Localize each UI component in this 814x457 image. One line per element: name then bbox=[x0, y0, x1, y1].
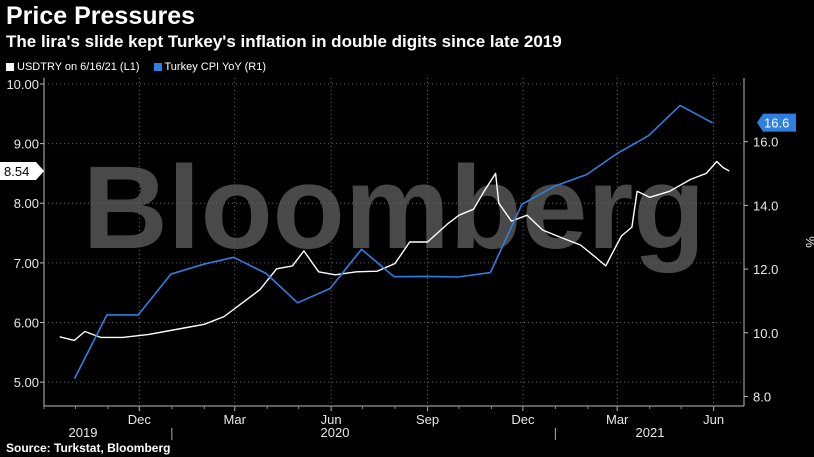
legend-swatch-usdtry bbox=[6, 63, 14, 71]
left-tick-label: 10.00 bbox=[6, 77, 39, 92]
x-tick-label: Mar bbox=[224, 412, 247, 427]
legend-label-cpi: Turkey CPI YoY (R1) bbox=[164, 61, 267, 73]
right-last-value-label: 16.6 bbox=[764, 116, 789, 131]
left-last-value-label: 8.54 bbox=[4, 164, 29, 179]
legend-label-usdtry: USDTRY on 6/16/21 (L1) bbox=[17, 61, 140, 73]
cpi-series-line bbox=[73, 104, 713, 380]
right-last-value-badge bbox=[757, 113, 796, 132]
year-label: 2021 bbox=[636, 425, 665, 440]
right-tick-label: 12.0 bbox=[753, 262, 778, 277]
year-label: 2020 bbox=[321, 425, 350, 440]
x-tick-label: Jun bbox=[703, 412, 724, 427]
x-tick-label: Jun bbox=[321, 412, 342, 427]
left-tick-label: 7.00 bbox=[14, 256, 39, 271]
right-axis-unit: % bbox=[803, 236, 814, 248]
legend-item-usdtry: USDTRY on 6/16/21 (L1) bbox=[6, 61, 140, 73]
x-tick-label: Dec bbox=[511, 412, 535, 427]
source-note: Source: Turkstat, Bloomberg bbox=[6, 441, 171, 455]
chart-subtitle: The lira's slide kept Turkey's inflation… bbox=[6, 32, 562, 51]
left-last-value-badge bbox=[0, 162, 44, 181]
chart-title: Price Pressures bbox=[6, 2, 196, 30]
left-tick-label: 5.00 bbox=[14, 375, 39, 390]
x-tick-label: Dec bbox=[128, 412, 152, 427]
left-tick-label: 9.00 bbox=[14, 137, 39, 152]
right-tick-label: 14.0 bbox=[753, 198, 778, 213]
right-tick-label: 8.0 bbox=[753, 389, 771, 404]
chart-legend: USDTRY on 6/16/21 (L1) Turkey CPI YoY (R… bbox=[6, 61, 266, 73]
left-tick-label: 6.00 bbox=[14, 316, 39, 331]
legend-swatch-cpi bbox=[153, 63, 162, 71]
legend-item-cpi: Turkey CPI YoY (R1) bbox=[153, 61, 267, 73]
year-label: 2019 bbox=[69, 425, 98, 440]
right-tick-label: 10.0 bbox=[753, 326, 778, 341]
x-tick-label: Mar bbox=[606, 412, 629, 427]
left-tick-label: 8.00 bbox=[14, 196, 39, 211]
usdtry-series-line bbox=[59, 160, 730, 342]
x-tick-label: Sep bbox=[416, 412, 439, 427]
right-tick-label: 16.0 bbox=[753, 135, 778, 150]
